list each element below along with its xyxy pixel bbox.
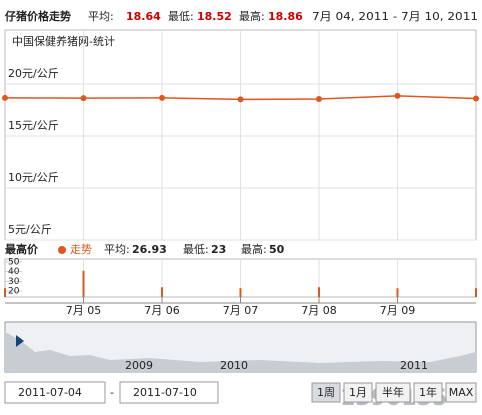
stat-label: 最低:: [168, 10, 194, 23]
bar: [475, 288, 477, 297]
point: [2, 94, 8, 101]
year-label: 2009: [125, 359, 153, 372]
y-tick-label: 20元/公斤: [8, 67, 59, 80]
y-tick-label: 15元/公斤: [8, 119, 59, 132]
point: [237, 96, 244, 103]
point: [473, 95, 479, 102]
navigator-area: [5, 332, 476, 372]
x-tick-label: 7月 08: [301, 304, 337, 317]
range-button-label: 1周: [317, 386, 335, 399]
range-button[interactable]: [445, 382, 477, 403]
bar: [82, 270, 85, 297]
point: [159, 94, 165, 101]
play-icon[interactable]: [16, 335, 24, 347]
bar: [318, 287, 320, 297]
x-tick-label: 7月 05: [66, 304, 102, 317]
stat-value: 26.93: [132, 243, 167, 256]
y-tick-label: 30: [8, 277, 20, 287]
year-label: 2011: [400, 359, 428, 372]
start-date: 2011-07-04: [18, 386, 82, 399]
range-button[interactable]: [311, 382, 341, 403]
y-tick-label: 5元/公斤: [8, 223, 52, 236]
stat-value: 23: [211, 243, 226, 256]
bar: [396, 288, 399, 297]
stat-label: 最高:: [241, 242, 267, 256]
stat-value: 18.64: [126, 10, 161, 23]
range-button[interactable]: [413, 382, 443, 403]
stat-label: 最高:: [239, 9, 265, 23]
separator: -: [110, 386, 114, 399]
stat-value: 18.52: [197, 10, 232, 23]
volume-title: 最高价: [5, 242, 39, 256]
point: [394, 92, 401, 99]
range-button-label: 1年: [419, 385, 437, 399]
range-button-label: MAX: [449, 386, 474, 399]
year-label: 2010: [220, 359, 248, 372]
y-tick-label: 40: [8, 267, 20, 277]
legend-marker: [58, 246, 66, 254]
x-tick-label: 7月 06: [144, 304, 180, 317]
point: [80, 95, 87, 102]
range-button-label: 1月: [349, 386, 367, 399]
legend-entry: 走势: [70, 243, 92, 256]
stat-label: 平均:: [88, 10, 114, 23]
stat-label: 平均:: [104, 243, 130, 256]
annotation: 中国保健养猪网-统计: [12, 34, 115, 48]
range-button-label: 半年: [382, 385, 404, 399]
y-tick-label: 50: [8, 257, 20, 267]
x-tick-label: 7月 09: [380, 304, 416, 317]
start-input[interactable]: [4, 381, 106, 404]
stat-value: 50: [269, 243, 285, 256]
bar: [4, 288, 6, 297]
end-date: 2011-07-10: [133, 386, 197, 399]
x-tick-label: 7月 07: [223, 304, 259, 317]
range-button[interactable]: [343, 382, 373, 403]
point: [316, 95, 322, 102]
stat-label: 最低:: [183, 243, 209, 256]
end-input[interactable]: [119, 381, 219, 404]
range-button[interactable]: [375, 382, 411, 403]
bar: [161, 287, 163, 297]
title: 仔猪价格走势: [5, 9, 71, 23]
stat-value: 18.86: [268, 10, 303, 23]
date-range: 7月 04, 2011 - 7月 10, 2011: [312, 10, 478, 23]
y-tick-label: 20: [8, 287, 20, 297]
bar: [239, 288, 242, 297]
y-tick-label: 10元/公斤: [8, 171, 59, 184]
